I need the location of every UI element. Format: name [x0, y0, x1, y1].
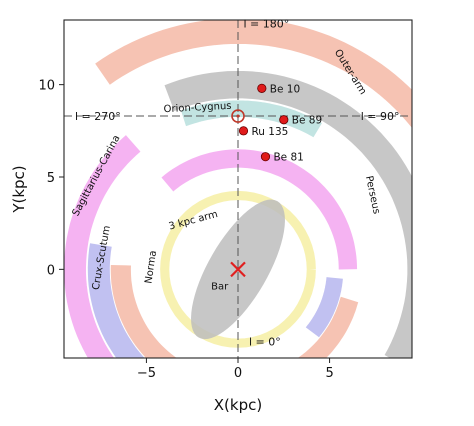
y-tick-label: 0 [47, 263, 55, 278]
outer-arm-band [95, 20, 412, 128]
direction-label: l = 270° [75, 110, 121, 123]
crux-scutum-band-right [305, 277, 343, 338]
bar-label: Bar [211, 282, 229, 293]
x-tick-label: 5 [325, 366, 333, 381]
norma-band-right [297, 296, 359, 358]
sagittarius-carina-band-near [161, 149, 358, 270]
cluster-point [238, 126, 249, 136]
galactic-center-marker [230, 261, 246, 278]
direction-label: l = 0° [249, 335, 281, 348]
axis-ticks: −5 0 5 0 5 10 [38, 79, 333, 381]
direction-label: l = 180° [243, 18, 289, 31]
norma-label: Norma [144, 250, 160, 285]
y-tick-label: 10 [38, 79, 55, 94]
y-tick-label: 5 [47, 171, 55, 186]
orion-cygnus-label: Orion-Cygnus [163, 101, 231, 116]
cluster-point [260, 152, 271, 162]
cluster-point [257, 83, 267, 93]
perseus-band [164, 70, 412, 358]
cluster-label: Be 81 [273, 152, 303, 164]
sagittarius-carina-band [64, 135, 141, 358]
y-axis-label: Y(kpc) [10, 165, 28, 213]
x-tick-label: −5 [137, 366, 156, 381]
orion-cygnus-band [181, 100, 322, 138]
x-tick-label: 0 [234, 366, 242, 381]
cluster-label: Be 10 [270, 83, 300, 95]
crux-scutum-band-left [87, 243, 145, 358]
cluster-points: Be 10 Be 89 Ru 135 Be 81 [230, 83, 322, 278]
cluster-label: Be 89 [292, 115, 322, 127]
direction-label: l = 90° [361, 110, 400, 123]
plot-area [64, 20, 412, 358]
sun-marker-dot [236, 114, 240, 118]
cluster-label: Ru 135 [251, 126, 288, 138]
sun-marker [231, 109, 245, 123]
cluster-point [279, 115, 289, 125]
x-axis-label: X(kpc) [214, 396, 262, 414]
norma-band-left [110, 264, 177, 358]
